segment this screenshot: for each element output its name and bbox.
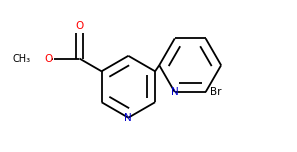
Text: CH₃: CH₃ — [13, 54, 31, 64]
Text: O: O — [44, 54, 53, 64]
Text: O: O — [75, 21, 83, 31]
Text: Br: Br — [211, 87, 222, 97]
Text: N: N — [171, 87, 178, 97]
Text: N: N — [124, 113, 132, 123]
